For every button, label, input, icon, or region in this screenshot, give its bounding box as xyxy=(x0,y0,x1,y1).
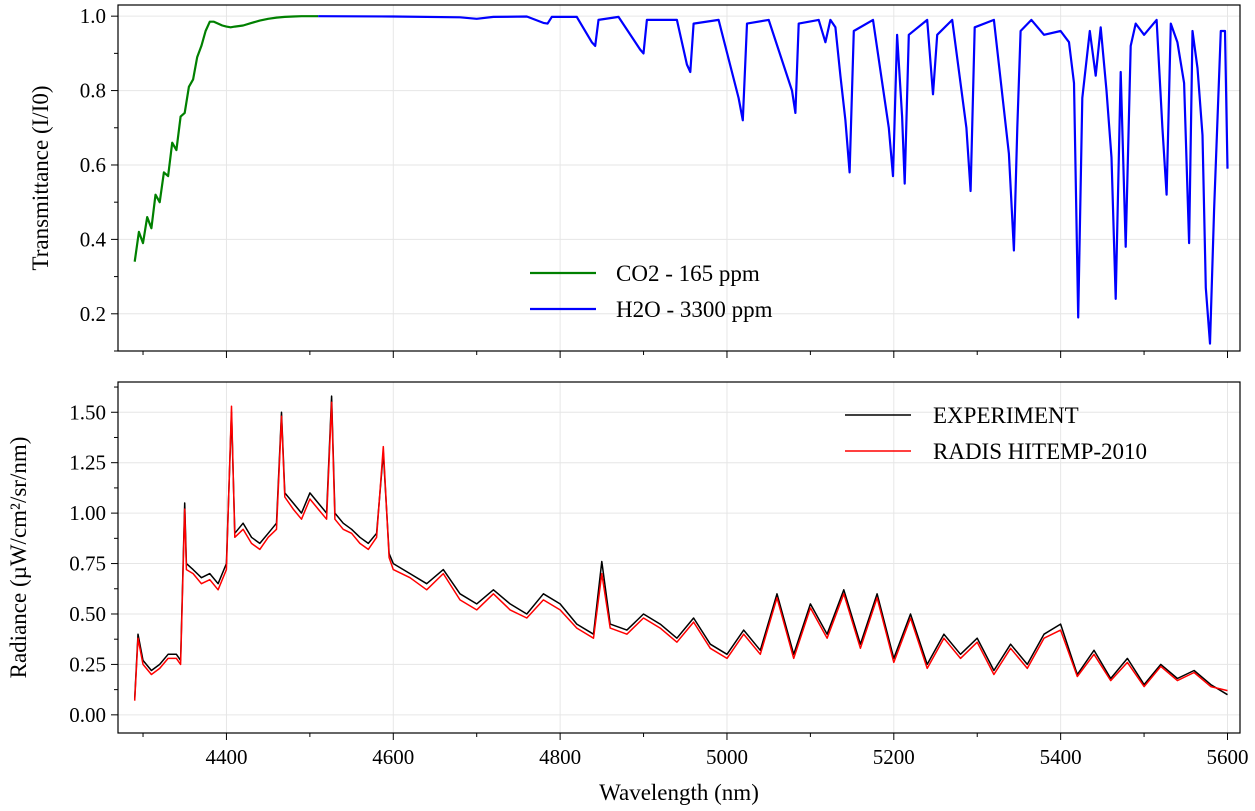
y-axis-label: Radiance (µW/cm²/sr/nm) xyxy=(6,437,31,679)
x-tick-label: 4600 xyxy=(372,745,414,769)
x-axis-label: Wavelength (nm) xyxy=(599,780,759,805)
y-tick-label: 1.25 xyxy=(69,451,106,475)
legend-label: CO2 - 165 ppm xyxy=(616,261,760,286)
panel-1: 0.2 0.4 0.6 0.8 1.0 Transmittance (I/I0) CO2 -… xyxy=(28,4,1241,358)
y-tick-label: 0.50 xyxy=(69,602,106,626)
legend-label: RADIS HITEMP-2010 xyxy=(933,439,1147,464)
y-tick-label: 0.8 xyxy=(80,79,106,103)
y-tick-label: 0.4 xyxy=(80,227,107,251)
series-line-2 xyxy=(318,15,1229,345)
legend: EXPERIMENT RADIS HITEMP-2010 xyxy=(845,403,1147,464)
x-tick-label: 5200 xyxy=(873,745,915,769)
x-tick-label: 4800 xyxy=(539,745,581,769)
y-tick-label: 0.75 xyxy=(69,552,106,576)
y-tick-label: 0.2 xyxy=(80,302,106,326)
y-tick-label: 1.00 xyxy=(69,501,106,525)
legend: CO2 - 165 ppm H2O - 3300 ppm xyxy=(530,261,773,322)
y-tick-label: 1.50 xyxy=(69,400,106,424)
x-tick-label: 5000 xyxy=(706,745,748,769)
panel-2: 4400 4600 4800 5000 5200 5400 5600 Wavelength (… xyxy=(6,381,1248,805)
gridlines xyxy=(118,382,1240,733)
legend-label: EXPERIMENT xyxy=(933,403,1079,428)
series-line-2 xyxy=(133,401,1228,701)
x-tick-label: 5400 xyxy=(1040,745,1082,769)
y-axis-label: Transmittance (I/I0) xyxy=(28,85,53,270)
y-tick-label: 0.6 xyxy=(80,153,106,177)
y-tick-label: 1.0 xyxy=(80,4,106,28)
x-tick-label: 4400 xyxy=(205,745,247,769)
x-tick-label: 5600 xyxy=(1206,745,1248,769)
plot-frame xyxy=(117,4,1241,352)
y-tick-label: 0.25 xyxy=(69,652,106,676)
series-line-1 xyxy=(133,15,319,262)
y-tick-label: 0.00 xyxy=(69,703,106,727)
plot-frame xyxy=(117,381,1241,734)
legend-label: H2O - 3300 ppm xyxy=(616,297,773,322)
